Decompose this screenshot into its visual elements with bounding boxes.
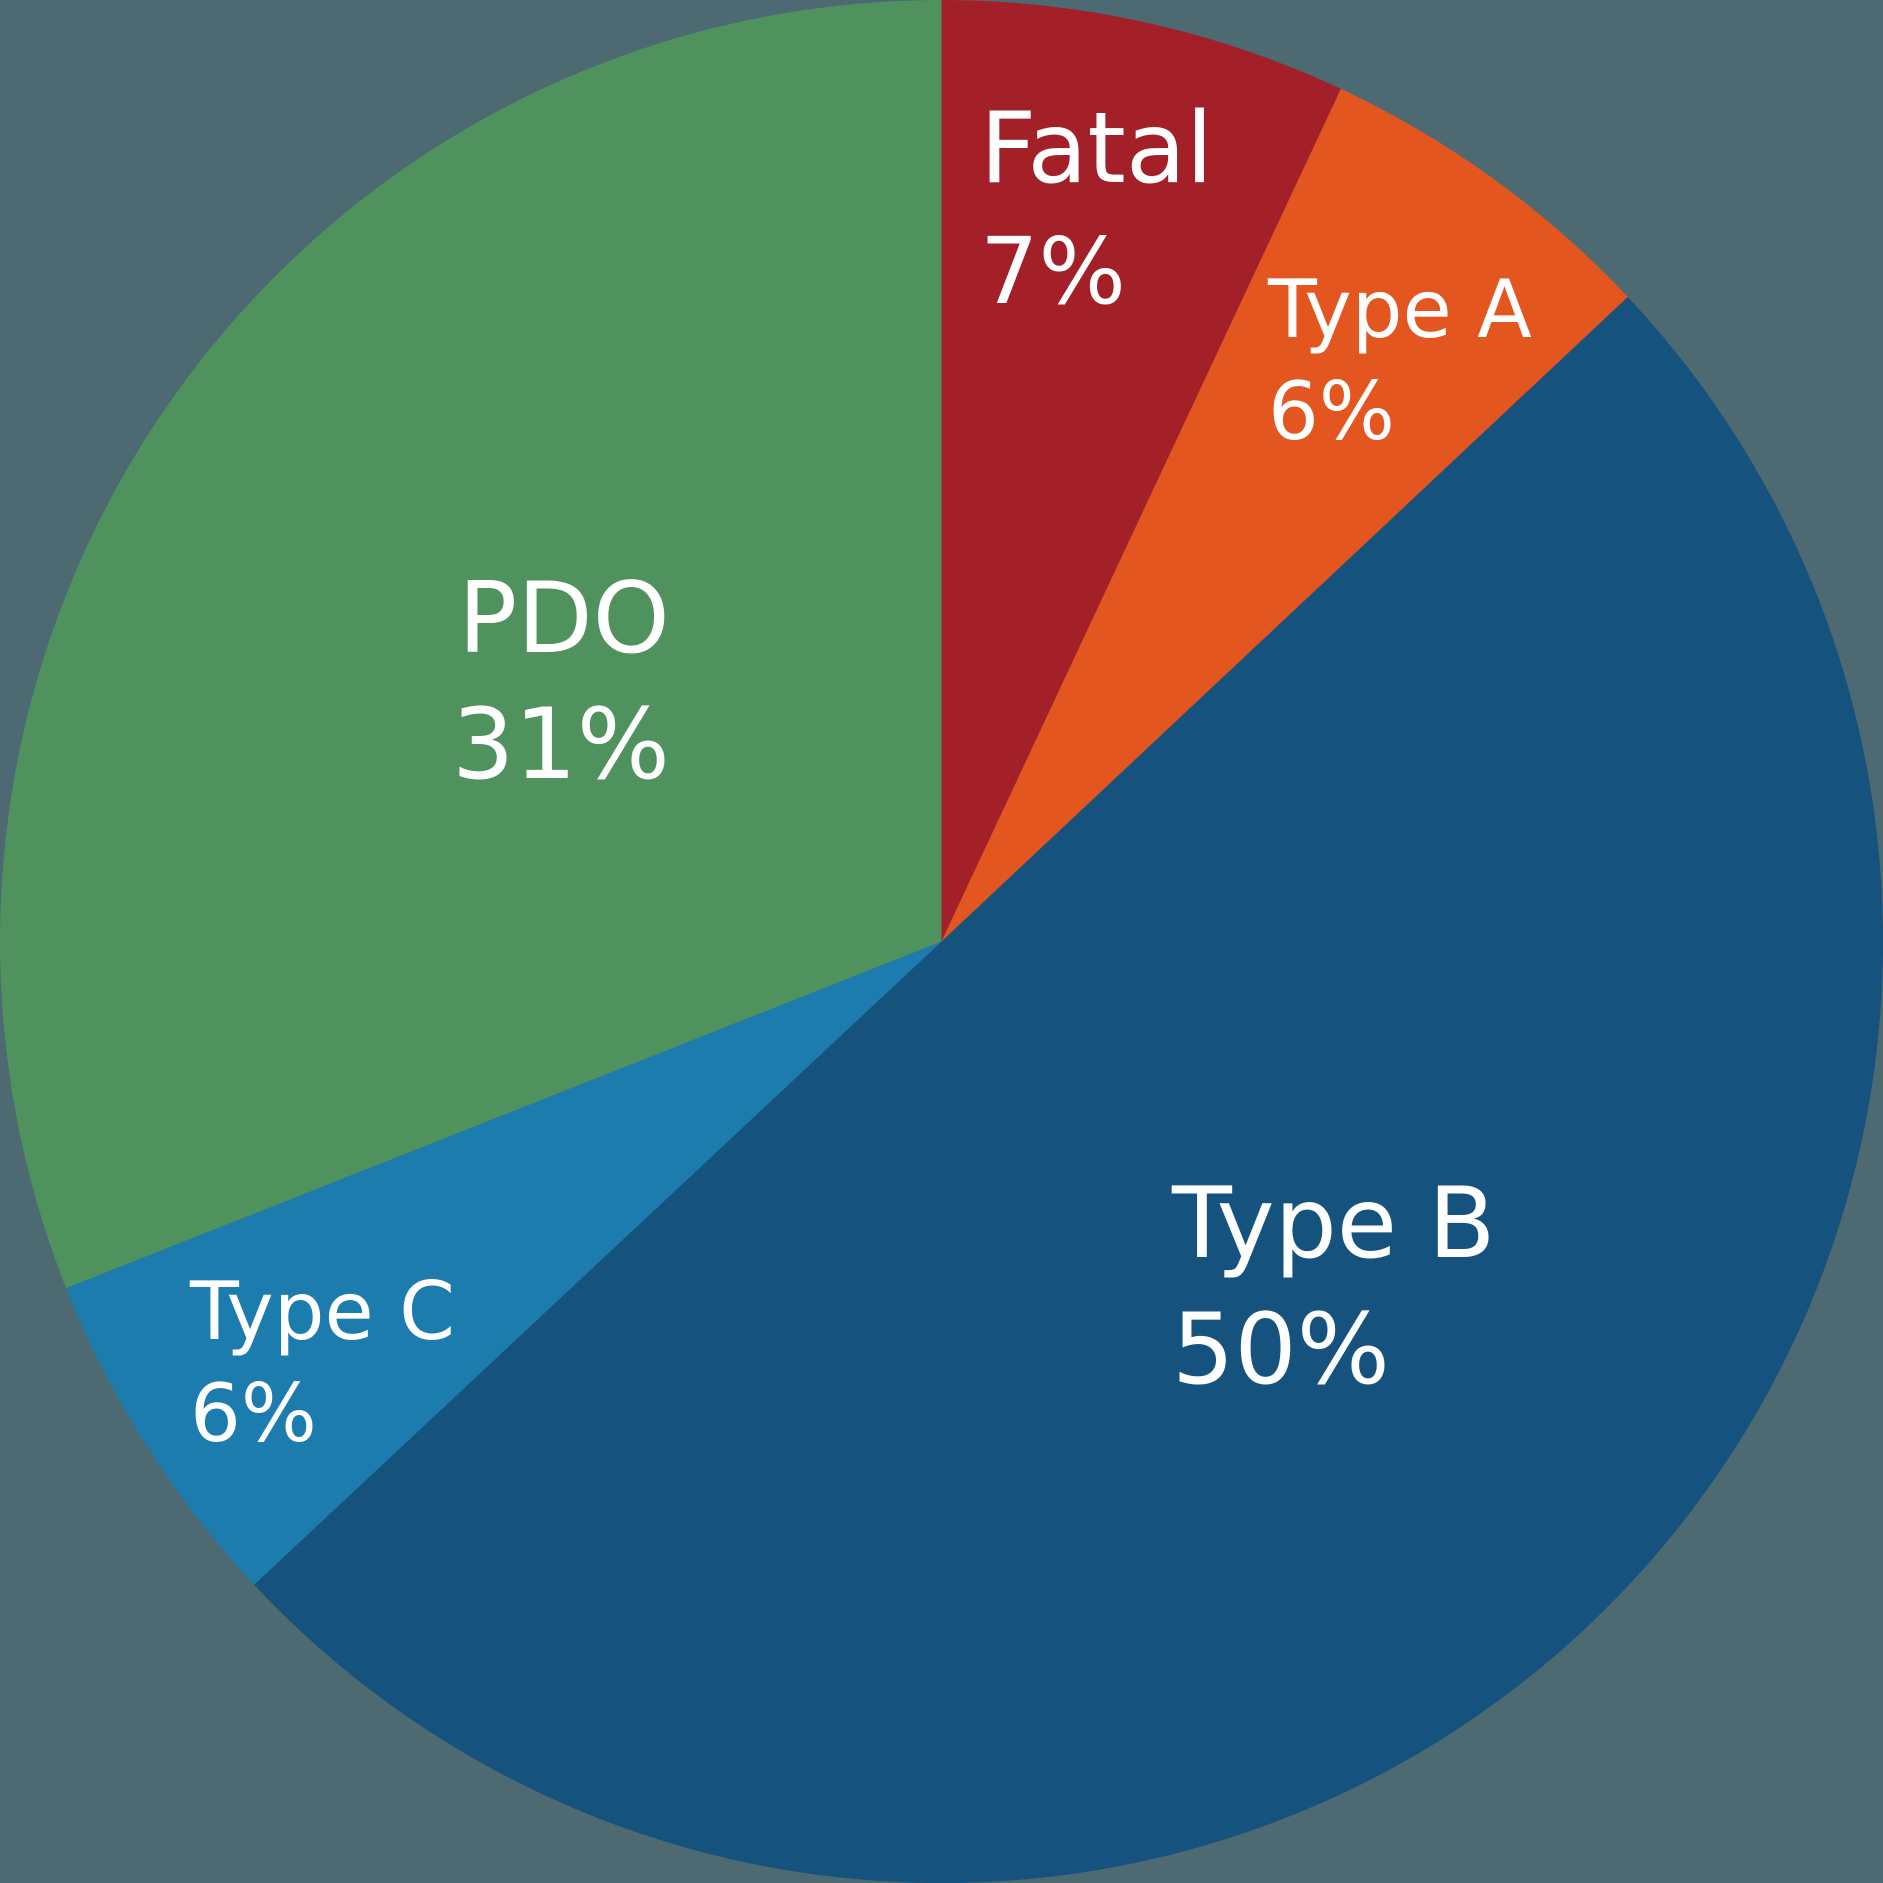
label-type-b: Type B 50%	[1172, 1175, 1495, 1399]
label-type-a: Type A 6%	[1268, 270, 1532, 452]
label-type-c-pct: 6%	[190, 1367, 317, 1460]
label-pdo-name: PDO	[458, 562, 670, 676]
label-type-b-pct: 50%	[1172, 1293, 1390, 1407]
label-pdo: PDO 31%	[452, 570, 670, 794]
label-pdo-pct: 31%	[452, 688, 670, 802]
label-fatal: Fatal 7%	[980, 100, 1213, 318]
label-type-c: Type C 6%	[190, 1272, 455, 1454]
pie-slice-fatal	[941, 0, 1341, 942]
pie-slice-type-b	[254, 296, 1883, 1883]
label-fatal-pct: 7%	[980, 218, 1126, 325]
label-type-a-pct: 6%	[1268, 365, 1395, 458]
label-type-c-name: Type C	[190, 1265, 456, 1358]
label-type-a-name: Type A	[1268, 263, 1532, 356]
label-type-b-name: Type B	[1172, 1167, 1496, 1281]
label-fatal-name: Fatal	[980, 92, 1214, 206]
pie-slice-type-c	[66, 941, 942, 1585]
pie-slice-type-a	[941, 88, 1628, 942]
pie-slice-pdo	[0, 0, 942, 1289]
